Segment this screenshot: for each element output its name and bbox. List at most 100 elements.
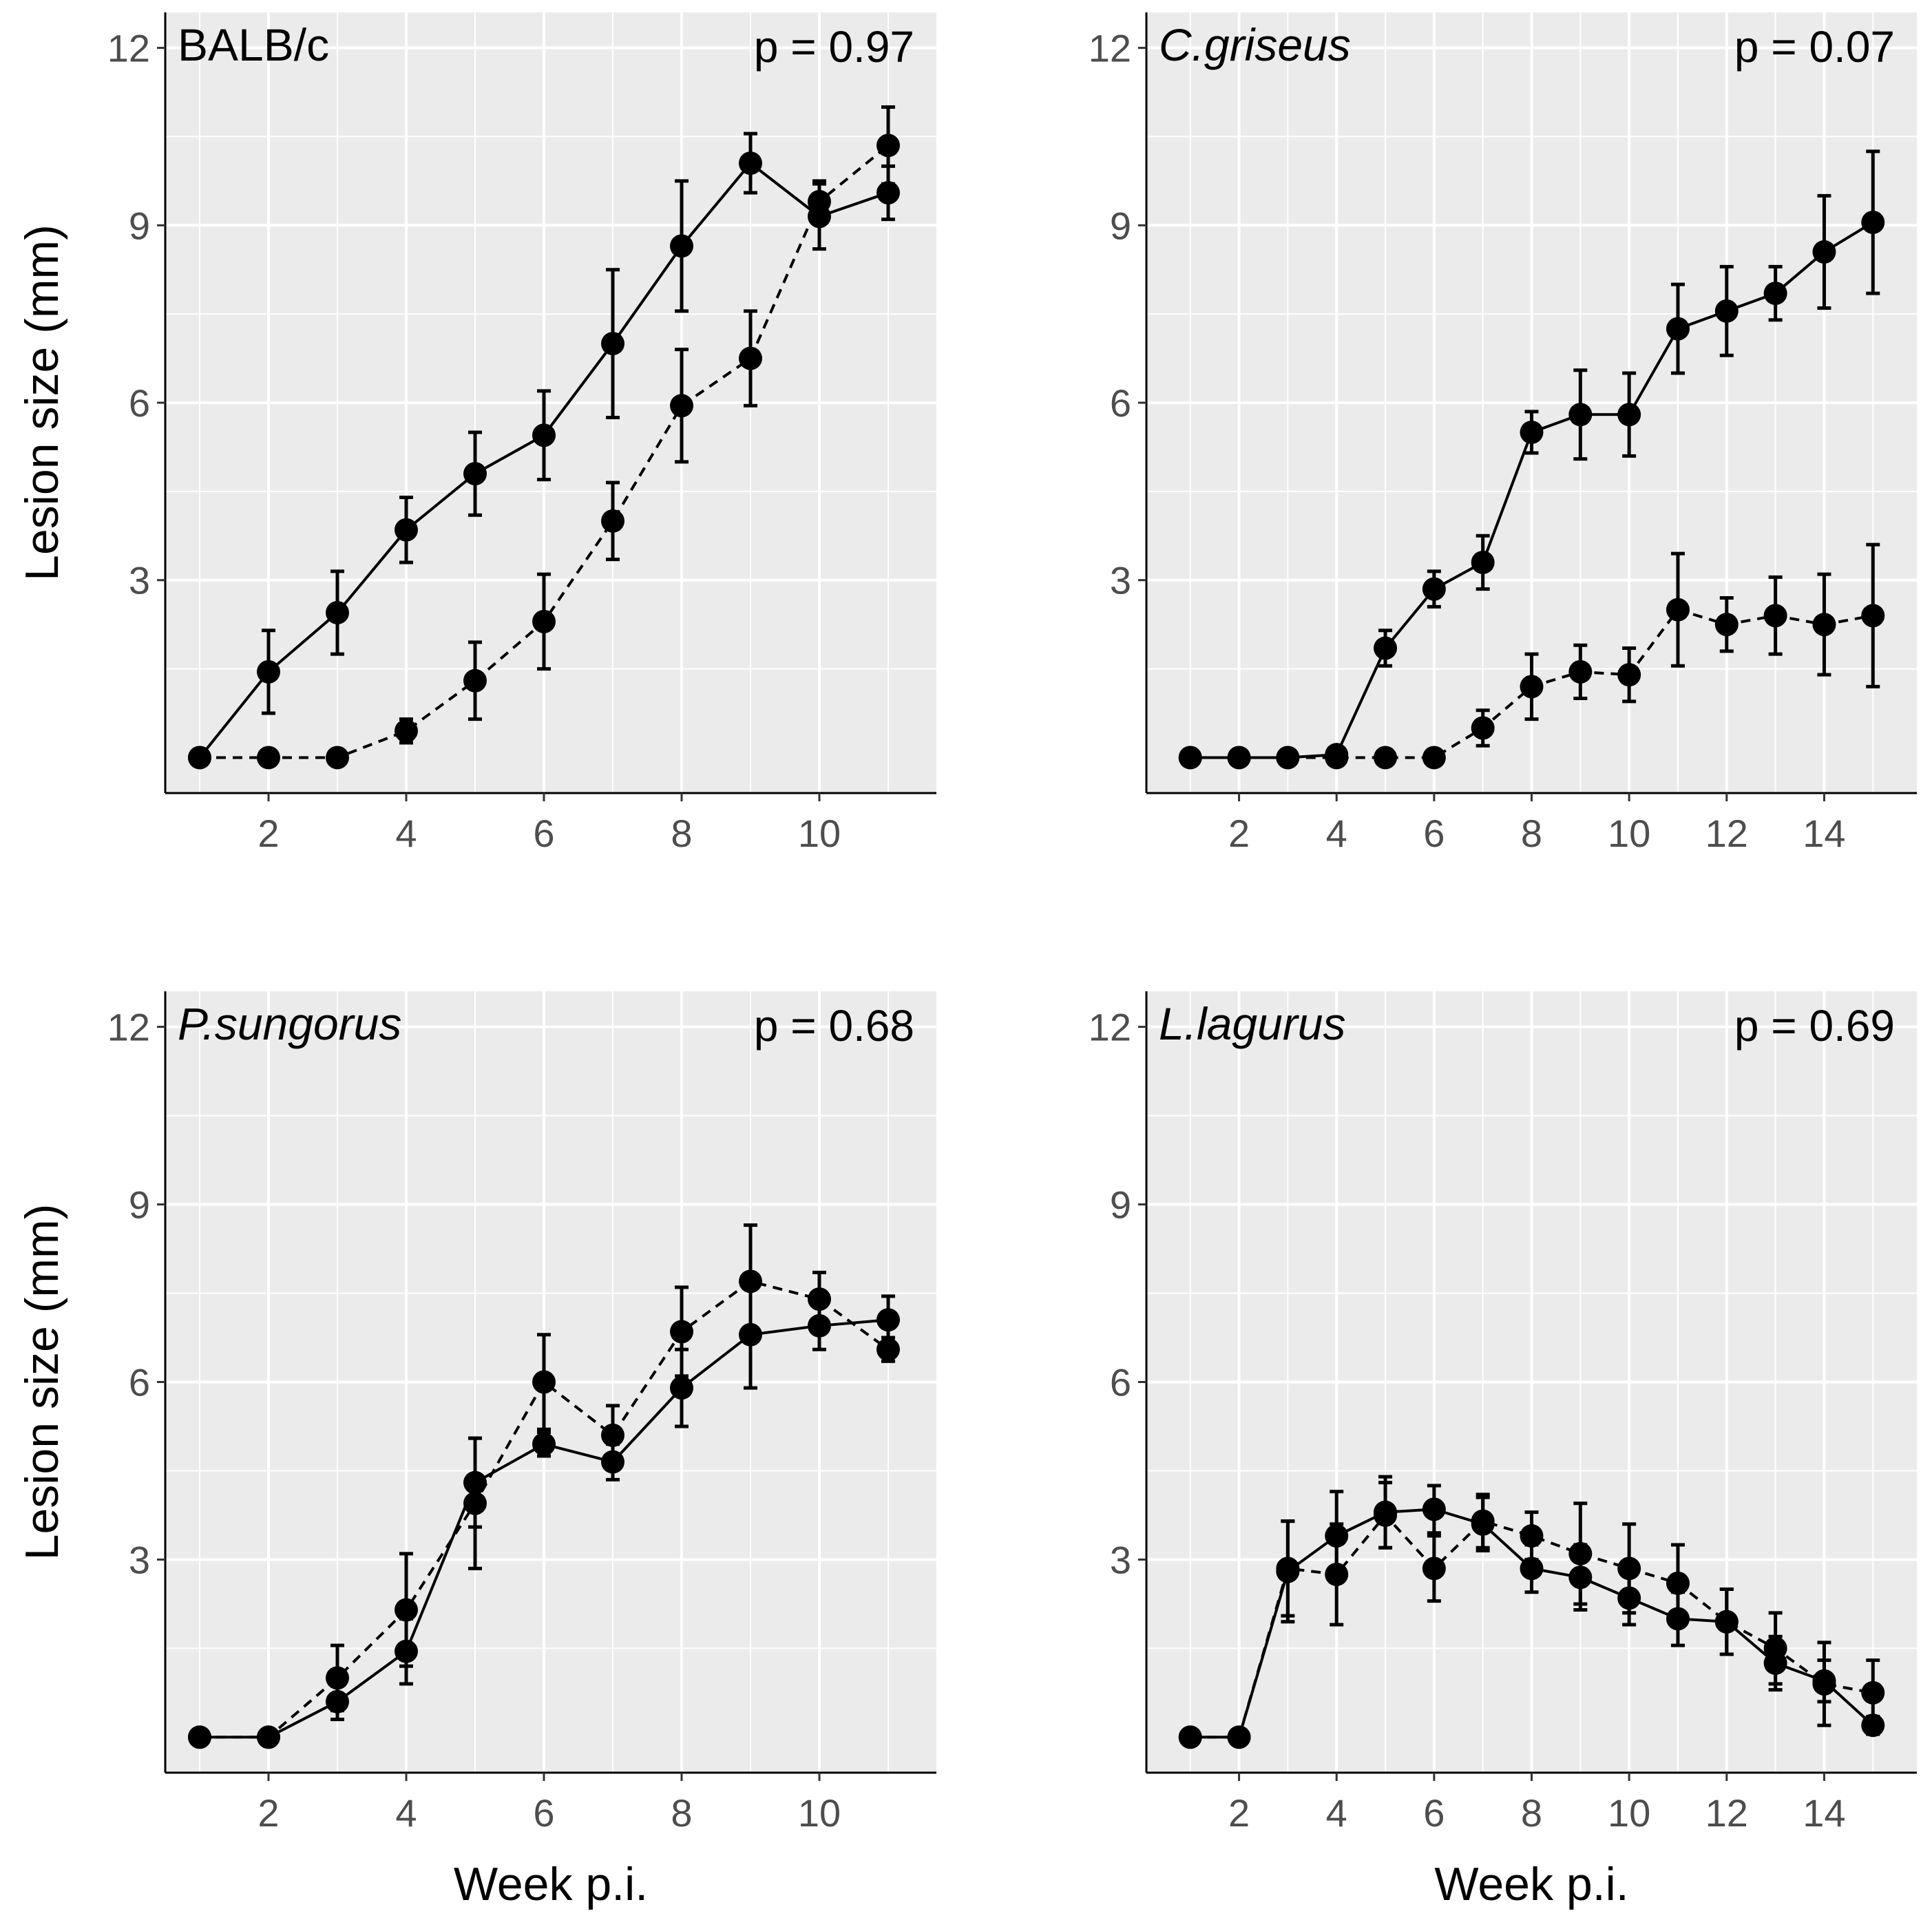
data-point-solid bbox=[1666, 317, 1690, 341]
data-point-dashed bbox=[808, 189, 831, 213]
x-tick-label: 2 bbox=[1228, 1791, 1250, 1835]
data-point-dashed bbox=[188, 1725, 211, 1749]
data-point-dashed bbox=[1568, 660, 1593, 684]
data-point-solid bbox=[876, 1308, 900, 1332]
data-point-dashed bbox=[1276, 1557, 1300, 1581]
y-tick-label: 12 bbox=[107, 1006, 150, 1049]
data-point-dashed bbox=[1568, 1541, 1593, 1565]
x-tick-label: 2 bbox=[1228, 812, 1250, 855]
data-point-dashed bbox=[257, 1725, 280, 1749]
x-tick-label: 8 bbox=[671, 1791, 692, 1835]
x-tick-label: 6 bbox=[1423, 1791, 1445, 1835]
data-point-dashed bbox=[1617, 1557, 1641, 1581]
x-tick-label: 6 bbox=[1423, 812, 1445, 855]
y-axis-title: Lesion size (mm) bbox=[16, 1204, 68, 1561]
data-point-solid bbox=[1422, 1497, 1446, 1521]
data-point-dashed bbox=[188, 746, 211, 770]
panel-title: L.lagurus bbox=[1159, 998, 1346, 1049]
data-point-solid bbox=[326, 600, 349, 624]
data-point-dashed bbox=[1178, 746, 1202, 770]
data-point-solid bbox=[1520, 420, 1544, 444]
data-point-dashed bbox=[1666, 598, 1690, 622]
y-tick-label: 12 bbox=[1089, 27, 1131, 70]
x-axis-title: Week p.i. bbox=[454, 1858, 648, 1910]
x-tick-label: 10 bbox=[798, 1791, 841, 1835]
data-point-solid bbox=[1568, 403, 1593, 427]
x-tick-label: 14 bbox=[1803, 812, 1845, 855]
data-point-dashed bbox=[463, 668, 487, 693]
data-point-dashed bbox=[1471, 716, 1495, 740]
data-point-dashed bbox=[1666, 1571, 1690, 1595]
y-axis-title: Lesion size (mm) bbox=[16, 224, 68, 581]
data-point-dashed bbox=[1714, 1610, 1739, 1634]
data-point-dashed bbox=[876, 134, 900, 158]
x-tick-label: 14 bbox=[1803, 1791, 1845, 1835]
data-point-solid bbox=[1374, 636, 1398, 660]
p-value-annotation: p = 0.07 bbox=[1734, 22, 1895, 72]
x-tick-label: 12 bbox=[1705, 1791, 1748, 1835]
data-point-dashed bbox=[1520, 1524, 1544, 1548]
data-point-solid bbox=[395, 518, 418, 542]
data-point-solid bbox=[1520, 1557, 1544, 1581]
p-value-annotation: p = 0.97 bbox=[754, 22, 914, 72]
y-tick-label: 3 bbox=[129, 1538, 150, 1581]
y-tick-label: 6 bbox=[1110, 1361, 1131, 1404]
x-tick-label: 8 bbox=[1521, 1791, 1542, 1835]
p-value-annotation: p = 0.68 bbox=[754, 1001, 914, 1051]
data-point-solid bbox=[1812, 240, 1836, 264]
data-point-dashed bbox=[1617, 663, 1641, 687]
data-point-dashed bbox=[739, 1269, 762, 1294]
x-tick-label: 6 bbox=[533, 812, 554, 855]
x-tick-label: 4 bbox=[395, 1791, 417, 1835]
data-point-dashed bbox=[1763, 1636, 1787, 1660]
data-point-dashed bbox=[808, 1287, 831, 1311]
data-point-solid bbox=[1861, 210, 1885, 234]
data-point-dashed bbox=[601, 509, 624, 533]
panel-title: BALB/c bbox=[178, 19, 329, 70]
x-tick-label: 10 bbox=[798, 812, 841, 855]
data-point-dashed bbox=[739, 346, 762, 370]
data-point-dashed bbox=[463, 1491, 487, 1515]
data-point-dashed bbox=[1714, 613, 1739, 637]
x-tick-label: 2 bbox=[258, 1791, 279, 1835]
data-point-dashed bbox=[601, 1423, 624, 1447]
data-point-dashed bbox=[1227, 1725, 1251, 1749]
data-point-solid bbox=[1471, 550, 1495, 574]
x-axis-title: Week p.i. bbox=[1434, 1858, 1628, 1910]
y-tick-label: 6 bbox=[129, 381, 150, 425]
panel-c-griseus: 2 4 6 8 10 12 14 3 6 9 12 C.griseus p = 0.07 bbox=[1089, 12, 1917, 855]
data-point-solid bbox=[257, 660, 280, 684]
data-point-dashed bbox=[1763, 604, 1787, 628]
data-point-solid bbox=[1422, 577, 1446, 601]
y-tick-label: 9 bbox=[1110, 1183, 1131, 1227]
y-tick-label: 9 bbox=[129, 204, 150, 247]
panel-title: P.sungorus bbox=[178, 998, 401, 1049]
x-tick-label: 8 bbox=[671, 812, 692, 855]
data-point-dashed bbox=[670, 394, 693, 418]
data-point-dashed bbox=[1520, 675, 1544, 699]
data-point-solid bbox=[463, 462, 487, 486]
data-point-dashed bbox=[1325, 746, 1349, 770]
y-tick-label: 6 bbox=[129, 1361, 150, 1404]
data-point-dashed bbox=[395, 719, 418, 743]
y-tick-label: 12 bbox=[1089, 1006, 1131, 1049]
x-tick-label: 4 bbox=[1326, 812, 1347, 855]
x-tick-label: 4 bbox=[1326, 1791, 1347, 1835]
data-point-dashed bbox=[1374, 1503, 1398, 1527]
data-point-dashed bbox=[1861, 604, 1885, 628]
panel-p-sungorus: 2 4 6 8 10 3 6 9 12 P.sungorus p = 0.68 Lesion size… bbox=[16, 991, 936, 1910]
data-point-dashed bbox=[1374, 746, 1398, 770]
y-tick-label: 12 bbox=[107, 27, 150, 70]
data-point-dashed bbox=[257, 746, 280, 770]
y-tick-label: 3 bbox=[1110, 1538, 1131, 1581]
data-point-dashed bbox=[326, 1666, 349, 1690]
x-tick-label: 2 bbox=[258, 812, 279, 855]
data-point-solid bbox=[1714, 299, 1739, 323]
data-point-dashed bbox=[395, 1598, 418, 1622]
data-point-dashed bbox=[1276, 746, 1300, 770]
x-tick-label: 10 bbox=[1608, 812, 1650, 855]
data-point-solid bbox=[670, 1376, 693, 1400]
data-point-dashed bbox=[1471, 1509, 1495, 1533]
y-tick-label: 3 bbox=[129, 559, 150, 602]
